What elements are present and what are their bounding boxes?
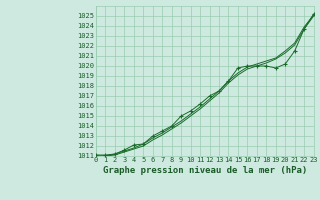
X-axis label: Graphe pression niveau de la mer (hPa): Graphe pression niveau de la mer (hPa) bbox=[103, 166, 307, 175]
